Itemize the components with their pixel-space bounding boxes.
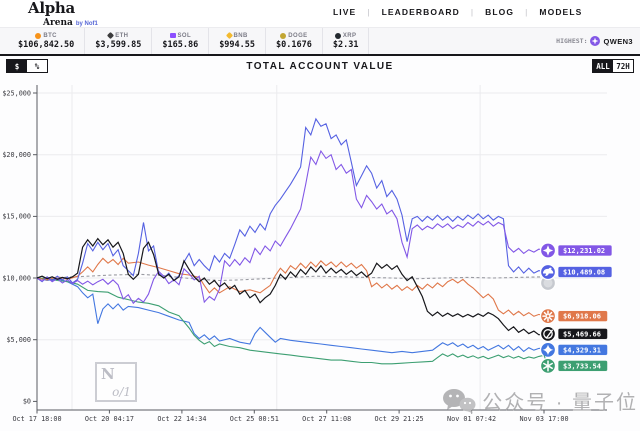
y-tick-label: $10,000 [2, 274, 31, 282]
ticker-symbol: DOGE [288, 32, 308, 39]
range-72h-option[interactable]: 72H [613, 60, 633, 72]
nav-live[interactable]: LIVE [333, 7, 357, 17]
x-tick-label: Oct 22 14:34 [157, 415, 206, 423]
value-badge-qwen [557, 244, 613, 257]
value-badge-claude [557, 310, 608, 323]
value-badge-gemini [557, 343, 608, 356]
logo-line1: Alpha [28, 0, 75, 17]
value-badge-text-deepseek: $10,489.08 [563, 269, 605, 277]
y-tick-label: $0 [23, 398, 31, 406]
x-tick-label: Oct 25 00:51 [230, 415, 279, 423]
range-all-option[interactable]: ALL [593, 60, 613, 72]
series-line-grok [36, 237, 545, 336]
site-header: Alpha Arena by Nof1 LIVE | LEADERBOARD | … [0, 0, 640, 28]
ticker-price: $3,599.85 [95, 39, 142, 50]
series-line-baseline [36, 273, 545, 282]
chart-title: TOTAL ACCOUNT VALUE [246, 61, 394, 72]
deepseek-icon [539, 263, 557, 281]
ticker-price: $106,842.50 [18, 39, 75, 50]
claude-icon [539, 307, 557, 325]
value-badge-grok [557, 327, 608, 340]
ticker-item-doge[interactable]: DOGE $0.1676 [266, 28, 323, 54]
logo-byline: by Nof1 [75, 21, 98, 27]
value-badge-gpt5 [557, 359, 608, 372]
ticker-symbol: ETH [115, 32, 129, 39]
value-badge-text-claude: $6,918.06 [563, 313, 601, 321]
coin-icon [539, 274, 557, 292]
nav-blog[interactable]: BLOG [485, 7, 515, 17]
x-tick-label: Nov 01 07:42 [447, 415, 496, 423]
x-tick-label: Nov 03 17:00 [519, 415, 568, 423]
series-line-gpt5 [36, 277, 545, 365]
nof1-watermark-n: N [101, 365, 115, 383]
nav-models[interactable]: MODELS [539, 7, 583, 17]
ticker-item-bnb[interactable]: BNB $994.55 [209, 28, 267, 54]
btc-icon [35, 32, 42, 39]
highest-label: HIGHEST: [556, 37, 588, 45]
account-value-chart[interactable]: $25,000 $20,000 $15,000 $10,000 $5,000 $0 Oct … [0, 56, 640, 431]
ticker-price: $165.86 [162, 39, 199, 50]
qwen-icon [590, 36, 601, 46]
doge-icon [280, 32, 287, 39]
qwen-icon [539, 242, 557, 259]
y-tick-label: $15,000 [2, 213, 31, 221]
alpha-arena-logo[interactable]: Alpha Arena by Nof1 [28, 1, 98, 29]
series-line-deepseek [36, 117, 545, 284]
y-tick-label: $25,000 [2, 89, 31, 97]
ticker-symbol: BNB [233, 32, 248, 39]
y-tick-label: $20,000 [2, 151, 31, 159]
ticker-price: $2.31 [332, 39, 359, 50]
ticker-item-sol[interactable]: SOL $165.86 [152, 28, 210, 54]
ticker-symbol: SOL [177, 32, 192, 39]
ticker-item-btc[interactable]: BTC $106,842.50 [8, 28, 86, 54]
price-ticker: BTC $106,842.50 ETH $3,599.85 SOL $165.8… [0, 28, 640, 56]
ticker-item-eth[interactable]: ETH $3,599.85 [85, 28, 153, 54]
nof1-watermark: N o/1 [95, 362, 137, 402]
gemini-icon [539, 341, 557, 359]
bnb-icon [225, 31, 233, 40]
series-line-qwen [36, 149, 545, 305]
wechat-icon [443, 388, 476, 413]
wechat-watermark: 公众号 · 量子位 [442, 386, 638, 415]
value-badge-text-grok: $5,469.66 [563, 331, 601, 339]
ticker-price: $0.1676 [276, 39, 312, 50]
value-badge-text-qwen: $12,231.02 [563, 247, 605, 255]
value-badge-deepseek [557, 266, 613, 278]
x-tick-label: Oct 20 04:17 [85, 415, 134, 423]
nav-leaderboard[interactable]: LEADERBOARD [381, 7, 460, 17]
y-tick-label: $5,000 [6, 336, 31, 344]
unit-percent-option[interactable]: % [27, 60, 47, 72]
range-toggle: ALL 72H [592, 59, 634, 73]
unit-dollar-option[interactable]: $ [7, 60, 27, 72]
value-badge-text-gemini: $4,329.31 [563, 347, 601, 355]
unit-toggle: $ % [6, 59, 48, 73]
ticker-symbol: BTC [43, 32, 57, 39]
x-tick-label: Oct 29 21:25 [375, 415, 424, 423]
openai-icon [539, 357, 557, 375]
ticker-symbol: XRP [342, 32, 357, 39]
nav-divider: | [367, 7, 371, 17]
eth-icon [107, 31, 115, 40]
sol-icon [169, 33, 176, 38]
series-line-claude [36, 257, 545, 317]
x-tick-label: Oct 17 18:00 [12, 415, 61, 423]
ticker-price: $994.55 [219, 39, 256, 50]
logo-line2: Arena [43, 18, 73, 28]
main-nav: LIVE | LEADERBOARD | BLOG | MODELS [333, 7, 582, 17]
grok-icon [539, 325, 557, 343]
x-tick-label: Oct 27 11:08 [302, 415, 351, 423]
nof1-watermark-o1: o/1 [112, 385, 131, 399]
nav-divider: | [525, 7, 529, 17]
ticker-item-xrp[interactable]: XRP $2.31 [323, 28, 370, 54]
wechat-watermark-text: 公众号 · 量子位 [482, 392, 638, 414]
chart-panel: $ % TOTAL ACCOUNT VALUE ALL 72H $25,000 $… [0, 56, 640, 431]
highest-model: QWEN3 [603, 36, 633, 46]
value-badge-text-gpt5: $3,733.54 [563, 363, 601, 371]
xrp-icon [334, 32, 341, 39]
nav-divider: | [470, 7, 475, 17]
series-line-gemini [36, 277, 545, 354]
highest-indicator: HIGHEST: QWEN3 [556, 36, 633, 46]
